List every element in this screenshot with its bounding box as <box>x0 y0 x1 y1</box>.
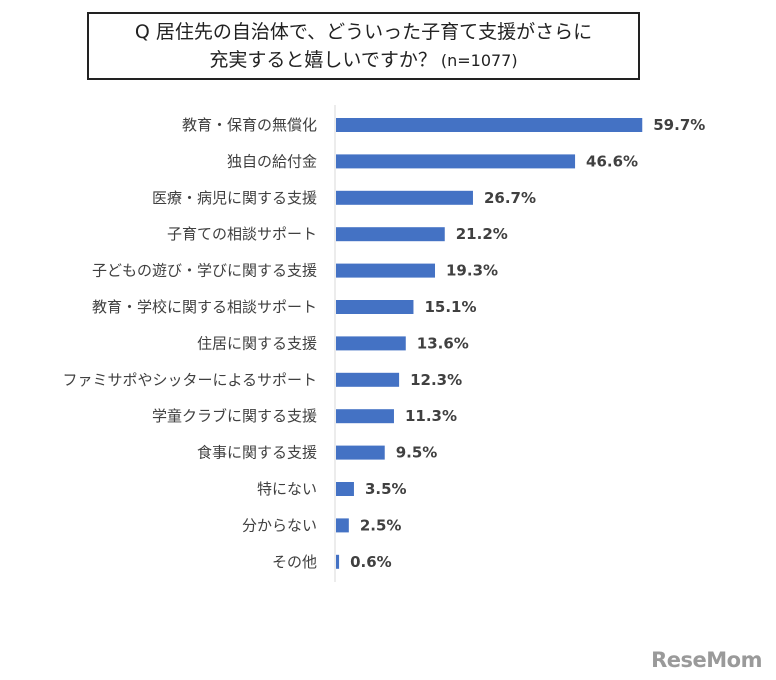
category-label: 独自の給付金 <box>227 152 317 170</box>
data-label: 26.7% <box>484 189 536 207</box>
bar <box>336 263 436 278</box>
data-label: 9.5% <box>396 444 438 462</box>
bar <box>336 227 445 242</box>
category-label: 食事に関する支援 <box>197 444 317 462</box>
data-label: 21.2% <box>456 225 508 243</box>
category-label: 学童クラブに関する支援 <box>152 407 317 425</box>
category-label: 教育・学校に関する相談サポート <box>92 298 317 316</box>
category-label: 教育・保育の無償化 <box>182 116 317 134</box>
data-label: 59.7% <box>653 116 705 134</box>
data-label: 0.6% <box>350 553 392 571</box>
bar <box>336 554 340 569</box>
category-label: 子どもの遊び・学びに関する支援 <box>92 262 317 280</box>
data-label: 46.6% <box>586 152 638 170</box>
bar <box>336 409 394 424</box>
data-label: 13.6% <box>417 334 469 352</box>
category-label: ファミサポやシッターによるサポート <box>62 371 317 389</box>
bar <box>336 300 414 314</box>
bar <box>336 482 354 496</box>
bar <box>336 154 576 169</box>
data-label: 19.3% <box>446 262 498 280</box>
bar <box>336 118 643 132</box>
bar <box>336 445 385 460</box>
chart-title-box: Q 居住先の自治体で、どういった子育て支援がさらに 充実すると嬉しいですか？ (… <box>87 12 640 80</box>
category-label: 分からない <box>242 516 317 534</box>
data-label: 11.3% <box>405 407 457 425</box>
category-label: その他 <box>272 553 317 571</box>
bar <box>336 190 473 205</box>
data-label: 12.3% <box>410 371 462 389</box>
bar <box>336 336 406 351</box>
category-label: 子育ての相談サポート <box>167 225 317 243</box>
data-label: 15.1% <box>424 298 476 316</box>
chart-title-line2-wrap: 充実すると嬉しいですか？ (n=1077) <box>209 46 517 75</box>
bar <box>336 372 400 387</box>
data-label: 3.5% <box>365 480 407 498</box>
bar <box>336 518 349 533</box>
resemom-logo: ReseMom <box>651 648 762 672</box>
data-label: 2.5% <box>360 516 402 534</box>
chart-title-line2: 充実すると嬉しいですか？ <box>209 48 437 71</box>
category-label: 医療・病児に関する支援 <box>152 189 317 207</box>
category-label: 特にない <box>257 480 317 498</box>
category-label: 住居に関する支援 <box>197 334 317 352</box>
chart-title-line1: Q 居住先の自治体で、どういった子育て支援がさらに <box>134 20 593 43</box>
chart-sample-size: (n=1077) <box>440 50 518 70</box>
